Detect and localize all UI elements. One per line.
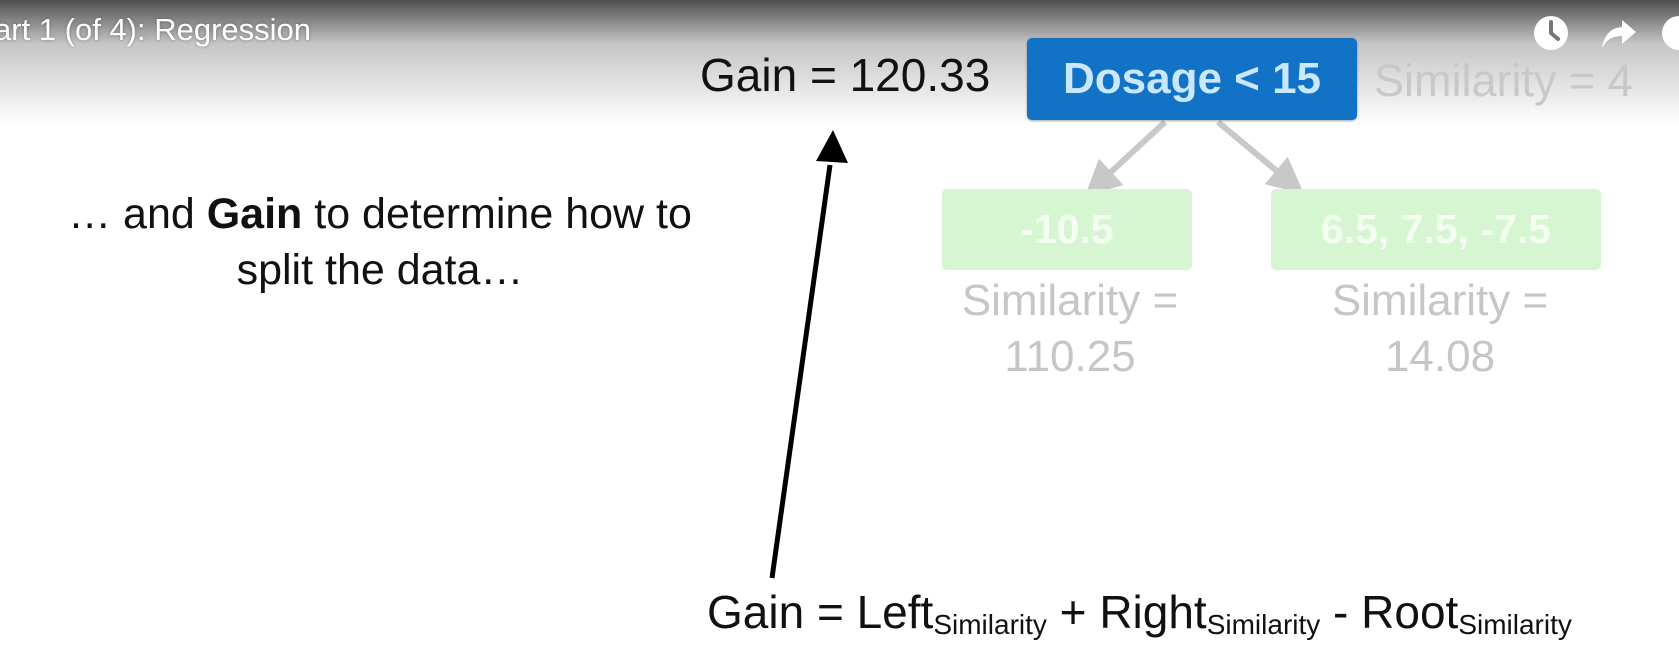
right-similarity-line2: 14.08: [1384, 332, 1496, 381]
narration-bold-gain: Gain: [206, 190, 303, 238]
video-title[interactable]: art 1 (of 4): Regression: [0, 12, 312, 47]
right-similarity-line1: Similarity =: [1331, 276, 1549, 325]
left-branch-arrow: [1084, 119, 1168, 197]
formula-sub-left: Similarity: [933, 609, 1047, 640]
info-icon[interactable]: [1660, 12, 1679, 54]
narration-prefix: … and: [68, 190, 207, 238]
video-title-overlay: [0, 0, 1679, 125]
gain-pointer-arrow-shaft: [769, 164, 833, 579]
root-similarity: Similarity = 4: [1374, 55, 1633, 106]
gain-formula: Gain = LeftSimilarity + RightSimilarity …: [707, 585, 1572, 641]
right-branch-arrow: [1216, 119, 1304, 194]
left-leaf-node: -10.5: [942, 189, 1192, 270]
narration-line1: … and Gain to determine how to: [0, 186, 760, 242]
narration-suffix: to determine how to: [302, 190, 692, 238]
root-node-dosage: Dosage < 15: [1027, 38, 1357, 120]
watch-later-icon[interactable]: [1530, 12, 1572, 54]
right-leaf-similarity: Similarity = 14.08: [1290, 273, 1590, 385]
formula-sub-right: Similarity: [1206, 609, 1321, 640]
left-similarity-line1: Similarity =: [961, 276, 1179, 325]
left-similarity-line2: 110.25: [1004, 332, 1136, 381]
share-icon[interactable]: [1598, 12, 1640, 54]
narration-line2: split the data…: [236, 246, 524, 294]
narration-text: … and Gain to determine how to split the…: [0, 186, 760, 298]
formula-gain-left: Gain = Left: [707, 586, 934, 638]
gain-pointer-arrow-head: [816, 130, 848, 163]
right-leaf-node: 6.5, 7.5, -7.5: [1271, 189, 1601, 270]
formula-sub-root: Similarity: [1458, 609, 1572, 640]
formula-minus-root: - Root: [1320, 586, 1459, 638]
left-leaf-similarity: Similarity = 110.25: [930, 273, 1210, 385]
gain-value-label: Gain = 120.33: [700, 49, 991, 101]
formula-plus-right: + Right: [1046, 586, 1207, 638]
